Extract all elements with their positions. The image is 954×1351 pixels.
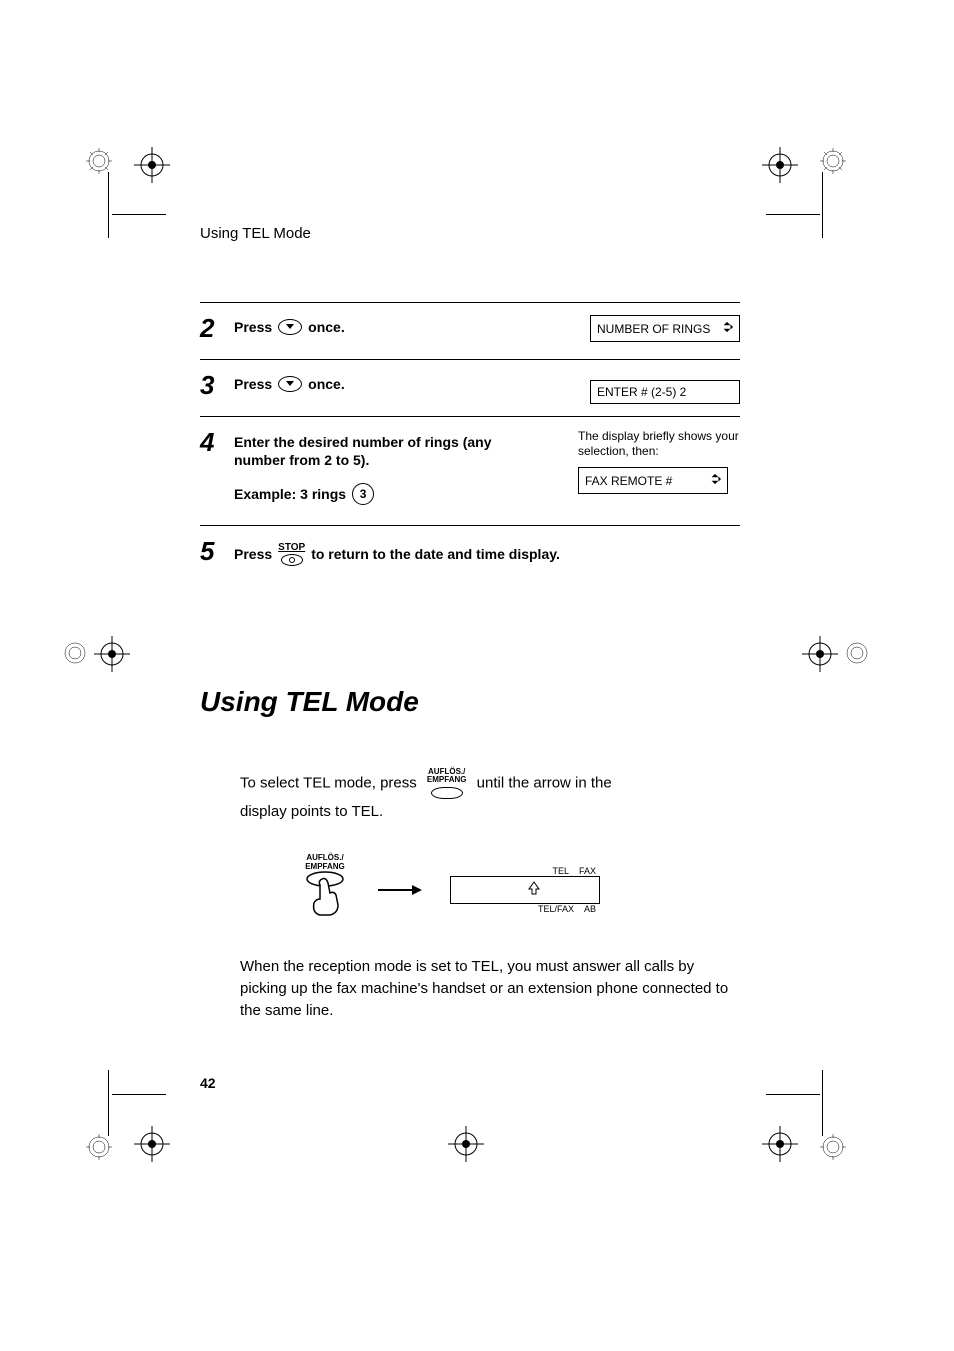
stop-label: STOP [278,542,305,553]
display-text: NUMBER OF RINGS [597,322,710,336]
crop-mark-tl [134,147,170,183]
crop-line-tl-v [108,172,109,238]
stop-button-icon: STOP [278,542,305,566]
step-2: 2 Press once. NUMBER OF RINGS [200,315,740,349]
lcd-panel: TEL FAX TEL/FAX AB [450,866,600,914]
lcd-label: TEL/FAX [538,904,574,914]
crop-mark-ml [94,636,130,672]
crop-mark-br [762,1126,798,1162]
btn-line2: EMPFANG [427,776,467,784]
text: To select TEL mode, press [240,774,417,791]
crop-line-tr-v [822,172,823,238]
lcd-label: TEL [552,866,569,876]
mode-diagram: AUFLÖS./ EMPFANG TEL FAX TEL/FAX [300,854,740,926]
step-text: once. [308,319,345,335]
body-paragraph: When the reception mode is set to TEL, y… [240,956,740,1021]
lcd-label: FAX [579,866,596,876]
auflos-empfang-button-icon: AUFLÖS./ EMPFANG [427,768,467,799]
crop-line-br-h [766,1094,820,1095]
text: display points to TEL. [240,803,383,820]
finger-press-icon [300,871,350,921]
step-number: 2 [200,315,222,341]
crop-line-tr-h [766,214,820,215]
display-note: The display briefly shows your selection… [578,429,740,494]
up-arrow-icon [527,881,541,900]
text: until the arrow in the [477,774,612,791]
crop-sun-ml [62,640,88,666]
step-5: 5 Press STOP to return to the date and t… [200,538,740,566]
body-paragraph: To select TEL mode, press AUFLÖS./ EMPFA… [240,768,740,824]
lcd-display: FAX REMOTE # [578,467,728,494]
lcd-label: AB [584,904,596,914]
note-text: The display briefly shows your selection… [578,429,740,459]
crop-line-tl-h [112,214,166,215]
display-text: FAX REMOTE # [585,474,672,488]
step-text: Enter the desired number of rings (any n… [234,433,534,469]
crop-sun-bl [86,1134,112,1160]
step-number: 3 [200,372,222,398]
down-oval-icon [278,319,302,335]
page-number: 42 [200,1075,216,1091]
lcd-screen [450,876,600,904]
section-title: Using TEL Mode [200,686,740,718]
crop-mark-bl [134,1126,170,1162]
rule [200,525,740,526]
step-text: Press [234,546,272,562]
example-label: Example: 3 rings [234,486,346,502]
scroll-arrows-icon [709,472,721,489]
scroll-arrows-icon [721,320,733,337]
crop-mark-bc [448,1126,484,1162]
step-text: Press [234,319,272,335]
step-number: 5 [200,538,222,564]
crop-line-bl-v [108,1070,109,1136]
step-4: 4 Enter the desired number of rings (any… [200,429,740,515]
lcd-display: NUMBER OF RINGS [590,315,740,342]
lcd-display: ENTER # (2-5) 2 [590,380,740,404]
display-text: ENTER # (2-5) 2 [597,385,686,399]
press-button-illustration: AUFLÖS./ EMPFANG [300,854,350,926]
arrow-right-icon [378,884,422,896]
crop-line-br-v [822,1070,823,1136]
rule [200,416,740,417]
crop-mark-tr [762,147,798,183]
crop-sun-tl [86,148,112,174]
down-oval-icon [278,376,302,392]
step-text: Press [234,376,272,392]
rule [200,359,740,360]
step-number: 4 [200,429,222,455]
crop-sun-mr [844,640,870,666]
rule [200,302,740,303]
keypad-3-icon: 3 [352,483,374,505]
step-text: to return to the date and time display. [311,546,560,562]
crop-line-bl-h [112,1094,166,1095]
crop-mark-mr [802,636,838,672]
step-3: 3 Press once. ENTER # (2-5) 2 [200,372,740,406]
running-head: Using TEL Mode [200,225,740,242]
crop-sun-br [820,1134,846,1160]
crop-sun-tr [820,148,846,174]
page-content: Using TEL Mode 2 Press once. NUMBER OF R… [200,225,740,1021]
step-text: once. [308,376,345,392]
